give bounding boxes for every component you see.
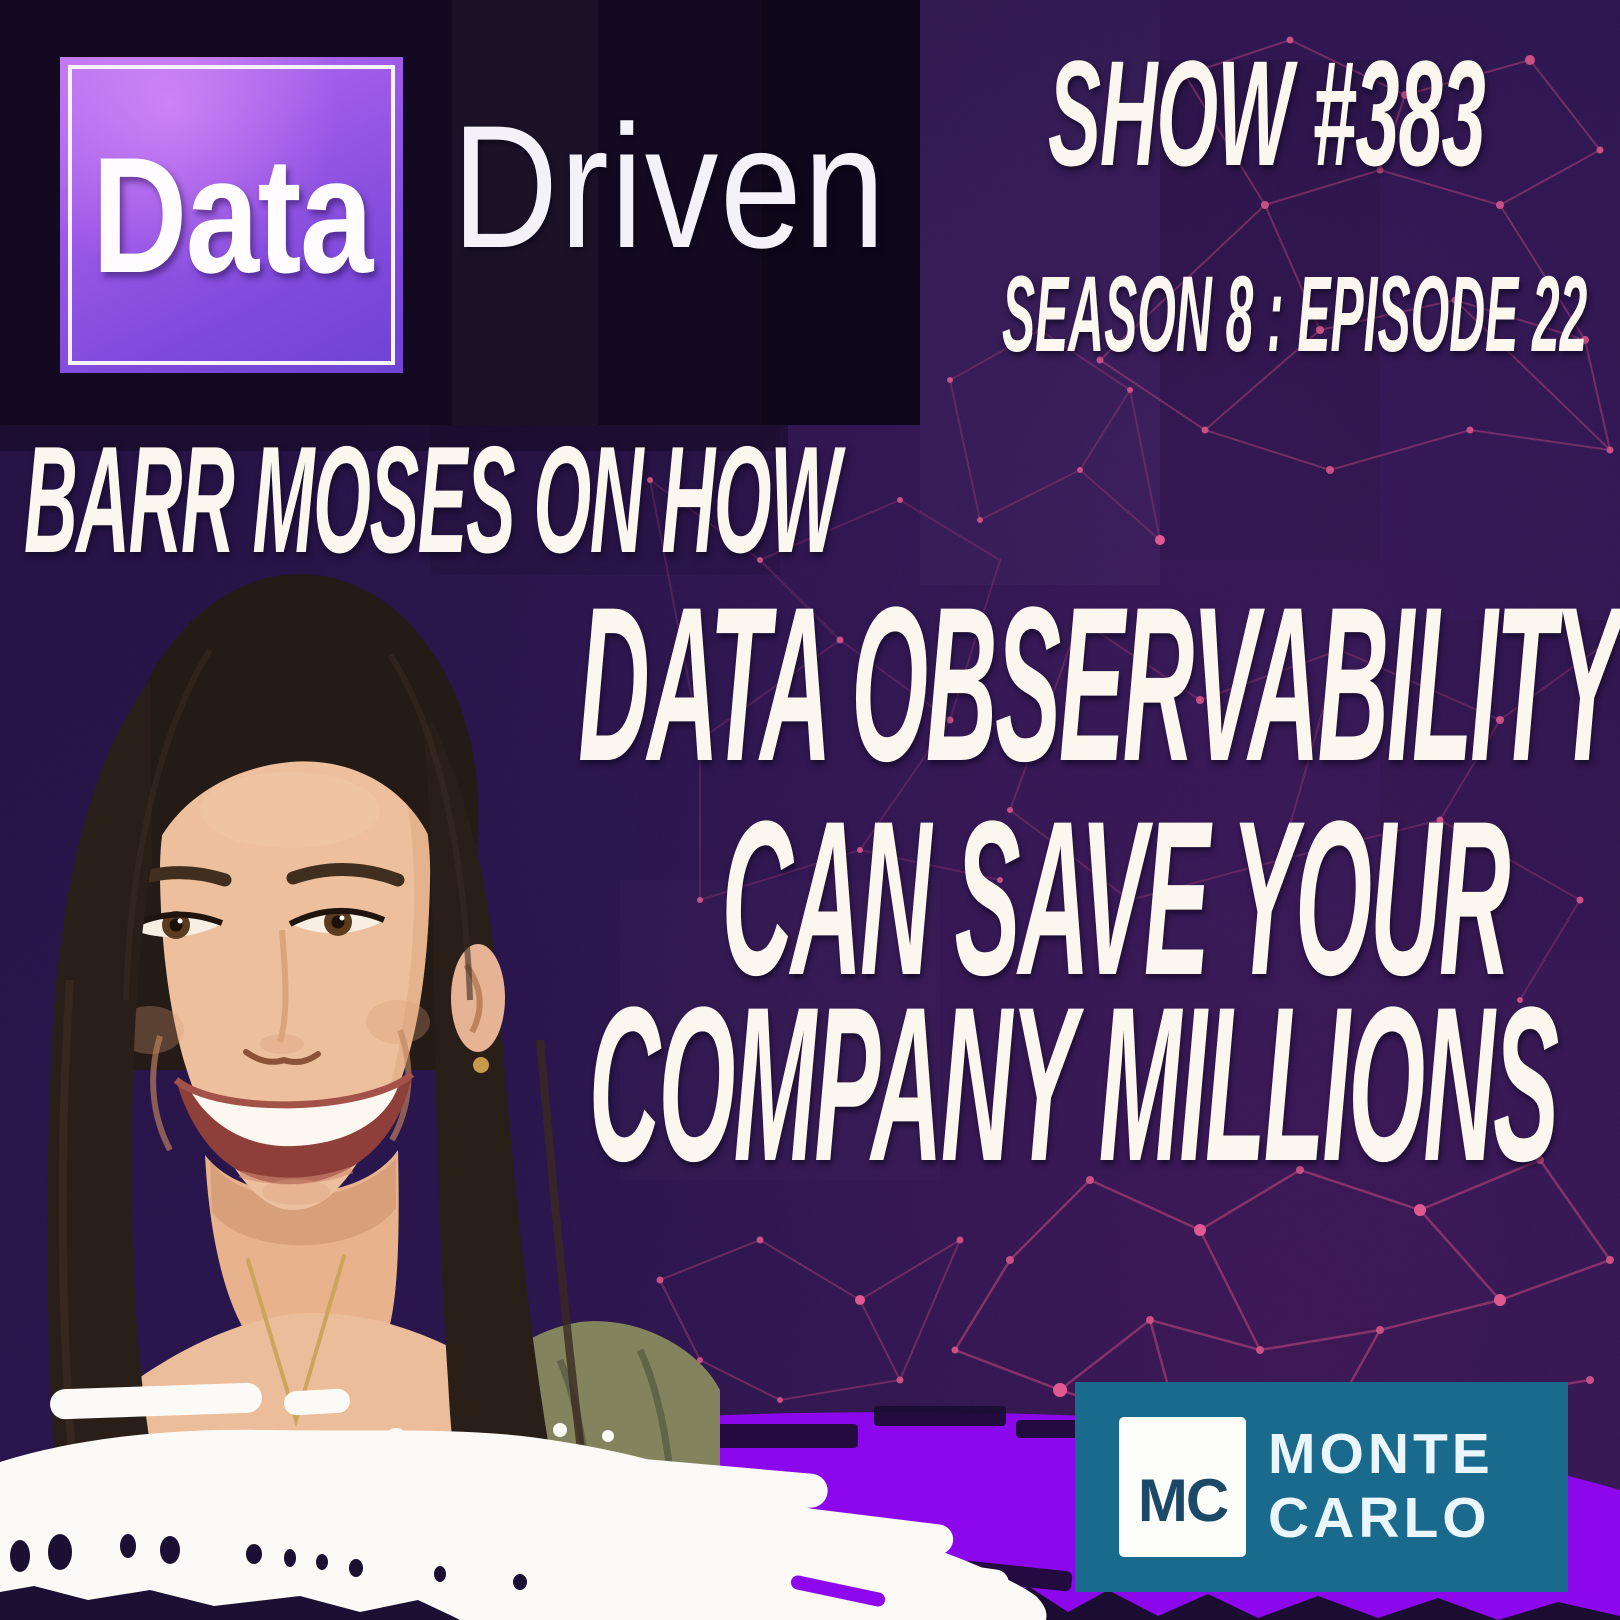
brand-wordmark: Driven — [452, 90, 887, 285]
sponsor-name-line1: MONTE — [1268, 1422, 1494, 1487]
sponsor-monogram-square: MC — [1119, 1417, 1246, 1557]
title-line-3: COMPANY MILLIONS — [588, 961, 1558, 1207]
sponsor-name-line2: CARLO — [1268, 1486, 1491, 1550]
title-line-2: CAN SAVE YOUR — [721, 775, 1510, 1021]
guest-kicker: BARR MOSES ON HOW — [24, 415, 840, 585]
title-line-1: DATA OBSERVABILITY — [578, 561, 1620, 807]
sponsor-card: MC MONTE CARLO — [1075, 1382, 1568, 1592]
brand-logo-text: Data — [91, 122, 373, 307]
sponsor-name: MONTE CARLO — [1268, 1422, 1494, 1551]
show-number: SHOW #383 — [1048, 29, 1486, 197]
sponsor-monogram: MC — [1137, 1467, 1229, 1534]
panel-shadow-strip — [0, 425, 788, 451]
season-episode: SEASON 8 : EPISODE 22 — [1002, 253, 1588, 374]
